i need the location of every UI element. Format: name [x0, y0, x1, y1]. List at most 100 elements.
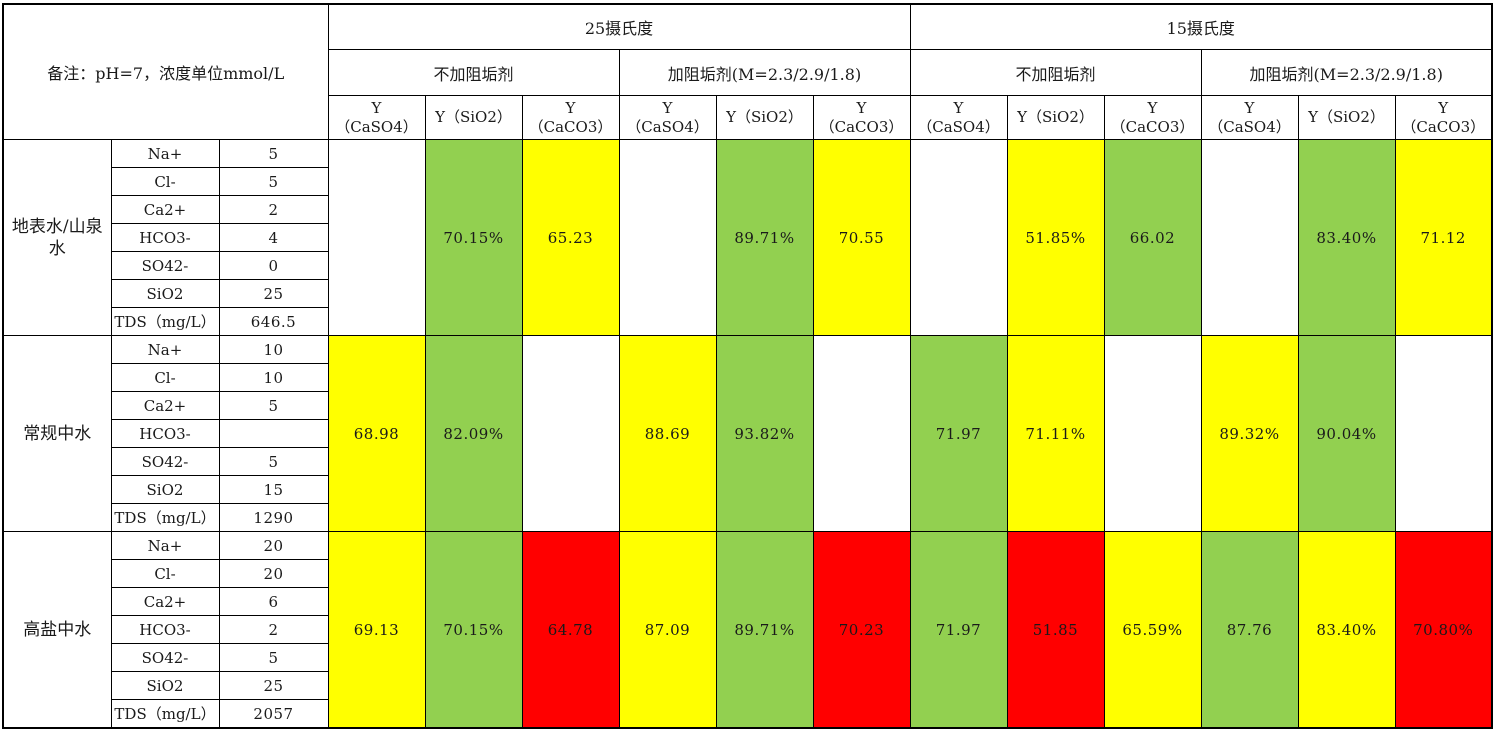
- ion-name-cell[interactable]: Cl-: [110, 559, 220, 588]
- condition-header-15c-inhibitor[interactable]: 加阻垢剂(M=2.3/2.9/1.8): [1200, 49, 1493, 96]
- result-cell[interactable]: [1394, 335, 1493, 532]
- result-cell[interactable]: 66.02: [1103, 139, 1202, 336]
- temperature-header-15c[interactable]: 15摄氏度: [909, 3, 1493, 50]
- ion-name-cell[interactable]: Ca2+: [110, 587, 220, 616]
- ion-name-cell[interactable]: TDS（mg/L）: [110, 699, 220, 729]
- result-cell[interactable]: [618, 139, 717, 336]
- ion-value-cell[interactable]: 25: [218, 671, 329, 700]
- column-header[interactable]: Y （CaCO3）: [1103, 95, 1202, 140]
- ion-name-cell[interactable]: TDS（mg/L）: [110, 503, 220, 532]
- ion-value-cell[interactable]: 10: [218, 335, 329, 364]
- result-cell[interactable]: 89.71%: [715, 531, 814, 729]
- water-type-cell[interactable]: 高盐中水: [2, 531, 112, 729]
- ion-value-cell[interactable]: 1290: [218, 503, 329, 532]
- column-header[interactable]: Y （CaSO4）: [1200, 95, 1299, 140]
- ion-name-cell[interactable]: Cl-: [110, 167, 220, 196]
- ion-value-cell[interactable]: [218, 419, 329, 448]
- ion-value-cell[interactable]: 25: [218, 279, 329, 308]
- ion-value-cell[interactable]: 0: [218, 251, 329, 280]
- result-cell[interactable]: 70.23: [812, 531, 911, 729]
- ion-name-cell[interactable]: Na+: [110, 139, 220, 168]
- column-header[interactable]: Y（SiO2）: [424, 95, 523, 140]
- result-cell[interactable]: 71.12: [1394, 139, 1493, 336]
- column-header[interactable]: Y （CaSO4）: [909, 95, 1008, 140]
- result-cell[interactable]: [1103, 335, 1202, 532]
- ion-value-cell[interactable]: 10: [218, 363, 329, 392]
- ion-value-cell[interactable]: 5: [218, 139, 329, 168]
- temperature-header-25c[interactable]: 25摄氏度: [327, 3, 911, 50]
- ion-name-cell[interactable]: SO42-: [110, 447, 220, 476]
- result-cell[interactable]: 87.76: [1200, 531, 1299, 729]
- ion-name-cell[interactable]: SO42-: [110, 643, 220, 672]
- ion-name-cell[interactable]: HCO3-: [110, 615, 220, 644]
- result-cell[interactable]: 51.85: [1006, 531, 1105, 729]
- result-cell[interactable]: 71.97: [909, 335, 1008, 532]
- column-header[interactable]: Y （CaCO3）: [812, 95, 911, 140]
- result-cell[interactable]: 65.59%: [1103, 531, 1202, 729]
- column-header[interactable]: Y （CaSO4）: [618, 95, 717, 140]
- result-cell[interactable]: 69.13: [327, 531, 426, 729]
- ion-name-cell[interactable]: Na+: [110, 531, 220, 560]
- ion-name-cell[interactable]: HCO3-: [110, 419, 220, 448]
- ion-value-cell[interactable]: 20: [218, 531, 329, 560]
- result-cell[interactable]: [1200, 139, 1299, 336]
- condition-header-15c-no-inhibitor[interactable]: 不加阻垢剂: [909, 49, 1202, 96]
- result-cell[interactable]: 89.32%: [1200, 335, 1299, 532]
- result-cell[interactable]: [909, 139, 1008, 336]
- result-cell[interactable]: 71.11%: [1006, 335, 1105, 532]
- result-cell[interactable]: 68.98: [327, 335, 426, 532]
- column-header[interactable]: Y （CaSO4）: [327, 95, 426, 140]
- ion-name-cell[interactable]: SO42-: [110, 251, 220, 280]
- ion-name-cell[interactable]: SiO2: [110, 475, 220, 504]
- result-cell[interactable]: 87.09: [618, 531, 717, 729]
- result-cell[interactable]: [812, 335, 911, 532]
- result-cell[interactable]: 82.09%: [424, 335, 523, 532]
- ion-name-cell[interactable]: Ca2+: [110, 195, 220, 224]
- column-header[interactable]: Y （CaCO3）: [1394, 95, 1493, 140]
- result-cell[interactable]: 64.78: [521, 531, 620, 729]
- result-cell[interactable]: 70.15%: [424, 139, 523, 336]
- result-cell[interactable]: 88.69: [618, 335, 717, 532]
- ion-value-cell[interactable]: 6: [218, 587, 329, 616]
- column-header[interactable]: Y（SiO2）: [715, 95, 814, 140]
- ion-value-cell[interactable]: 646.5: [218, 307, 329, 336]
- result-cell[interactable]: 83.40%: [1297, 139, 1396, 336]
- result-cell[interactable]: 70.55: [812, 139, 911, 336]
- ion-value-cell[interactable]: 2057: [218, 699, 329, 729]
- ion-value-cell[interactable]: 5: [218, 391, 329, 420]
- result-cell[interactable]: 70.15%: [424, 531, 523, 729]
- ion-value-cell[interactable]: 20: [218, 559, 329, 588]
- ion-name-cell[interactable]: TDS（mg/L）: [110, 307, 220, 336]
- result-cell[interactable]: 90.04%: [1297, 335, 1396, 532]
- ion-value-cell[interactable]: 2: [218, 195, 329, 224]
- ion-value-cell[interactable]: 4: [218, 223, 329, 252]
- column-header[interactable]: Y（SiO2）: [1297, 95, 1396, 140]
- result-cell[interactable]: [521, 335, 620, 532]
- ion-name-cell[interactable]: Cl-: [110, 363, 220, 392]
- result-cell[interactable]: 51.85%: [1006, 139, 1105, 336]
- note-cell[interactable]: 备注：pH=7，浓度单位mmol/L: [2, 3, 329, 140]
- ion-name-cell[interactable]: SiO2: [110, 279, 220, 308]
- result-cell[interactable]: 83.40%: [1297, 531, 1396, 729]
- ion-name-cell[interactable]: Ca2+: [110, 391, 220, 420]
- ion-value-cell[interactable]: 5: [218, 643, 329, 672]
- ion-name-cell[interactable]: SiO2: [110, 671, 220, 700]
- water-type-cell[interactable]: 常规中水: [2, 335, 112, 532]
- column-header[interactable]: Y（SiO2）: [1006, 95, 1105, 140]
- result-cell[interactable]: 65.23: [521, 139, 620, 336]
- result-cell[interactable]: 70.80%: [1394, 531, 1493, 729]
- ion-value-cell[interactable]: 2: [218, 615, 329, 644]
- result-cell[interactable]: 71.97: [909, 531, 1008, 729]
- ion-name-cell[interactable]: HCO3-: [110, 223, 220, 252]
- ion-value-cell[interactable]: 5: [218, 447, 329, 476]
- condition-header-25c-no-inhibitor[interactable]: 不加阻垢剂: [327, 49, 620, 96]
- ion-name-cell[interactable]: Na+: [110, 335, 220, 364]
- water-type-cell[interactable]: 地表水/山泉水: [2, 139, 112, 336]
- ion-value-cell[interactable]: 5: [218, 167, 329, 196]
- result-cell[interactable]: 89.71%: [715, 139, 814, 336]
- column-header[interactable]: Y （CaCO3）: [521, 95, 620, 140]
- result-cell[interactable]: [327, 139, 426, 336]
- ion-value-cell[interactable]: 15: [218, 475, 329, 504]
- condition-header-25c-inhibitor[interactable]: 加阻垢剂(M=2.3/2.9/1.8): [618, 49, 911, 96]
- result-cell[interactable]: 93.82%: [715, 335, 814, 532]
